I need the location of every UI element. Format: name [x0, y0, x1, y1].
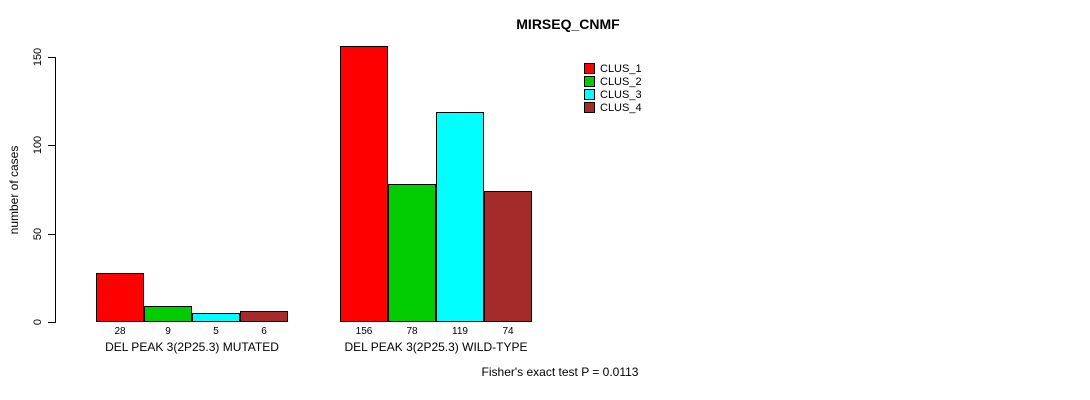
legend-item: CLUS_4 [584, 101, 642, 114]
bar-clus_3-group1 [192, 313, 240, 322]
bar-value-label: 5 [213, 326, 219, 337]
legend-label: CLUS_2 [600, 75, 642, 88]
legend-swatch [584, 63, 595, 74]
bar-value-label: 78 [406, 326, 418, 337]
bar-clus_1-group2 [340, 46, 388, 322]
legend-item: CLUS_3 [584, 88, 642, 101]
y-axis-tick [48, 234, 55, 235]
bar-clus_2-group1 [144, 306, 192, 322]
x-category-label: DEL PEAK 3(2P25.3) WILD-TYPE [344, 340, 528, 354]
legend-item: CLUS_1 [584, 62, 642, 75]
legend-label: CLUS_1 [600, 62, 642, 75]
bar-value-label: 9 [165, 326, 171, 337]
y-axis-tick [48, 57, 55, 58]
legend-swatch [584, 76, 595, 87]
legend-label: CLUS_4 [600, 101, 642, 114]
bar-value-label: 156 [355, 326, 373, 337]
legend-swatch [584, 89, 595, 100]
chart-title: MIRSEQ_CNMF [516, 16, 620, 32]
x-category-label: DEL PEAK 3(2P25.3) MUTATED [105, 340, 279, 354]
bar-clus_4-group2 [484, 191, 532, 322]
y-axis-tick [48, 322, 55, 323]
bar-clus_4-group1 [240, 311, 288, 322]
bar-value-label: 74 [502, 326, 514, 337]
y-axis-tick [48, 145, 55, 146]
y-axis-tick-label: 100 [32, 135, 44, 155]
y-axis-tick-label: 0 [32, 318, 44, 326]
y-axis [55, 57, 56, 323]
legend-label: CLUS_3 [600, 88, 642, 101]
annotation-text: Fisher's exact test P = 0.0113 [481, 365, 639, 379]
bar-clus_1-group1 [96, 273, 144, 322]
bar-clus_3-group2 [436, 112, 484, 322]
bar-value-label: 119 [452, 326, 468, 337]
legend-item: CLUS_2 [584, 75, 642, 88]
bar-value-label: 6 [261, 326, 267, 337]
bar-clus_2-group2 [388, 184, 436, 322]
y-axis-tick-label: 150 [32, 47, 44, 67]
bar-value-label: 28 [114, 326, 126, 337]
legend: CLUS_1 CLUS_2 CLUS_3 CLUS_4 [584, 62, 642, 114]
y-axis-tick-label: 50 [32, 227, 44, 241]
legend-swatch [584, 102, 595, 113]
